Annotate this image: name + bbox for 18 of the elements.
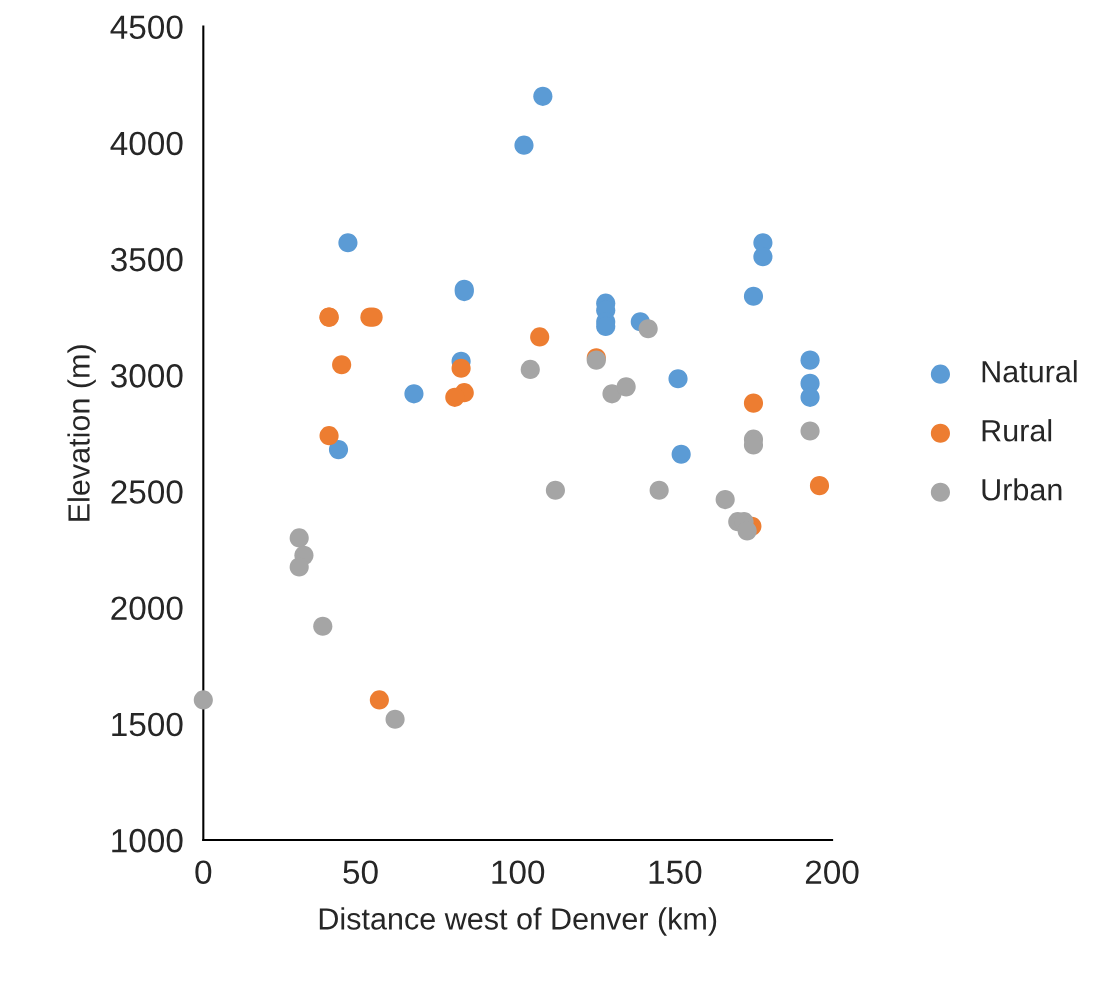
y-tick-label: 1500 [112, 712, 183, 737]
y-axis-title: Elevation (m) [67, 345, 96, 521]
legend-label: Urban [982, 478, 1062, 501]
y-tick-label: 4000 [110, 131, 183, 156]
y-tick-label: 2500 [111, 480, 183, 504]
y-tick-label: 2000 [111, 596, 183, 621]
x-tick-label: 50 [343, 860, 378, 884]
x-tick-label: 100 [492, 860, 545, 884]
legend-label: Natural [982, 360, 1077, 383]
x-tick-label: 0 [195, 860, 212, 884]
y-tick-label: 3500 [111, 247, 183, 272]
x-axis-title: Distance west of Denver (km) [319, 907, 717, 936]
legend-label: Rural [982, 419, 1052, 442]
y-tick-label: 1000 [112, 828, 183, 853]
x-tick-label: 150 [649, 860, 702, 884]
y-tick-label: 4500 [110, 15, 183, 40]
x-tick-label: 200 [805, 860, 859, 884]
y-tick-label: 3000 [111, 364, 183, 388]
